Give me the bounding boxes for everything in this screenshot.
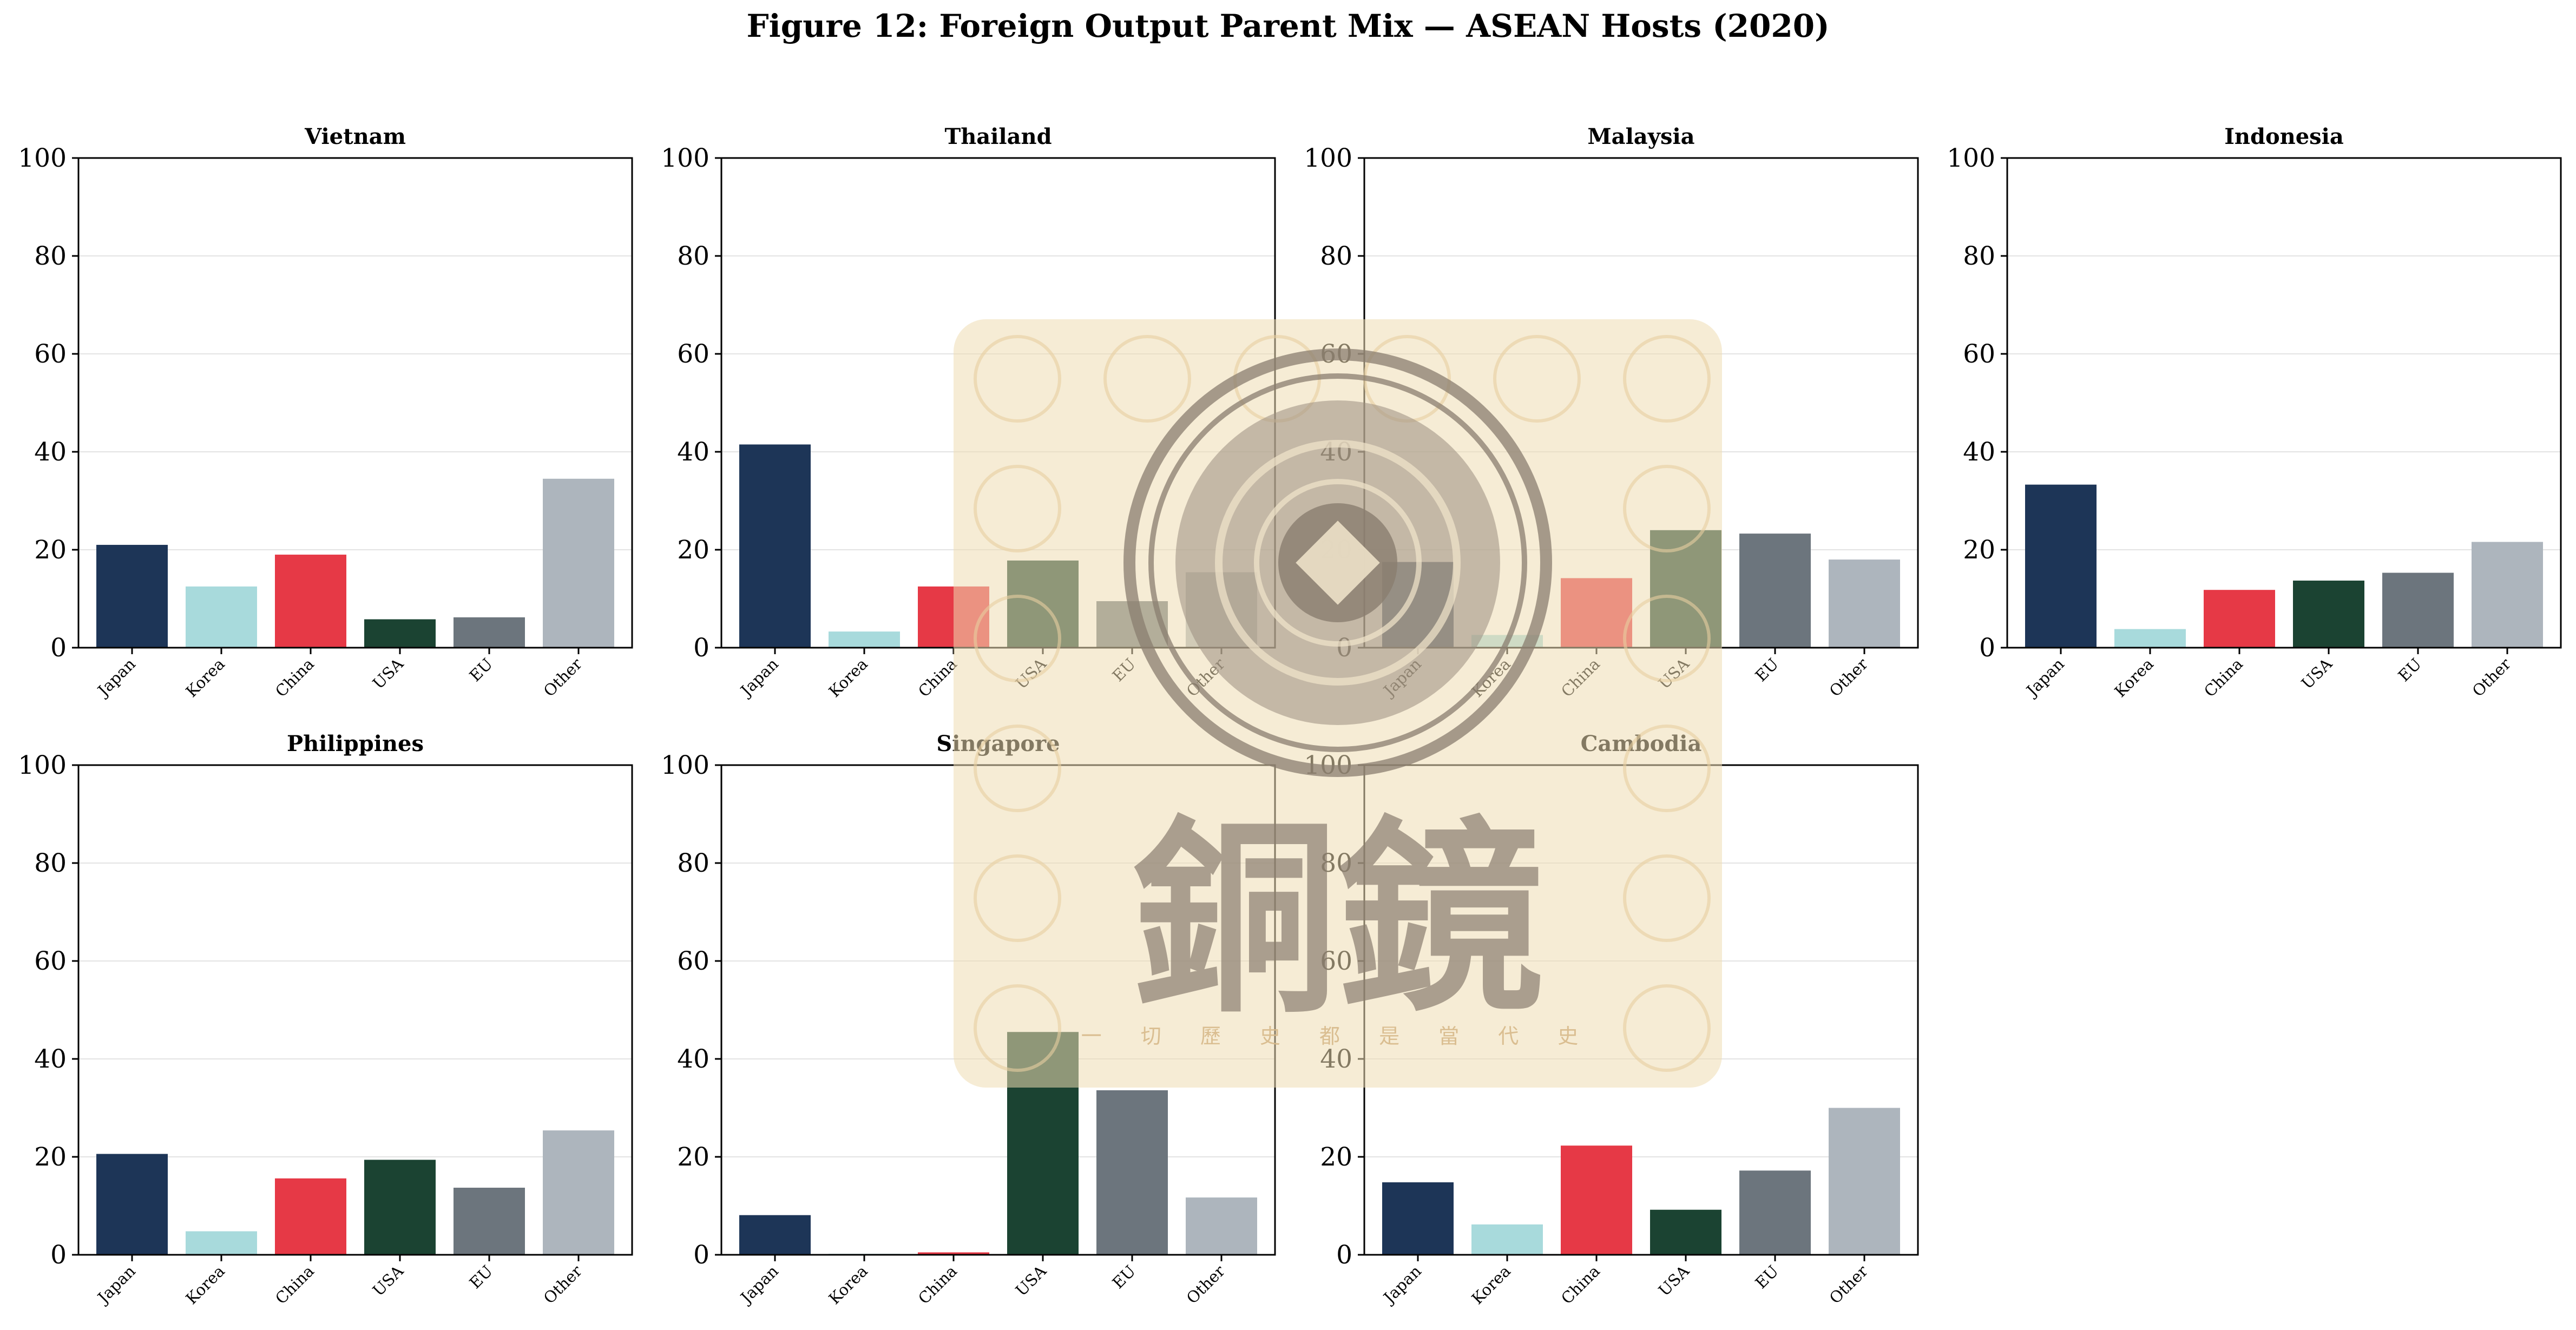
watermark-motto: 一 切 歷 史 都 是 當 代 史 bbox=[1081, 1024, 1595, 1048]
y-tick-label: 80 bbox=[34, 848, 67, 878]
bar-other bbox=[2472, 542, 2543, 648]
y-tick-label: 100 bbox=[1947, 143, 1995, 173]
y-tick-label: 60 bbox=[34, 946, 67, 976]
figure-title: Figure 12: Foreign Output Parent Mix — A… bbox=[746, 8, 1829, 44]
bar-china bbox=[918, 1252, 989, 1255]
y-tick-label: 0 bbox=[1979, 633, 1995, 663]
axes-frame bbox=[2006, 157, 2562, 649]
y-tick-label: 100 bbox=[18, 143, 67, 173]
bar-other bbox=[543, 478, 614, 648]
y-tick-label: 20 bbox=[677, 535, 709, 565]
y-tick-label: 40 bbox=[677, 437, 709, 467]
y-tick-label: 0 bbox=[693, 1240, 709, 1270]
bar-usa bbox=[2293, 581, 2364, 648]
y-tick-label: 100 bbox=[661, 143, 709, 173]
bar-japan bbox=[96, 1154, 168, 1255]
bar-usa bbox=[364, 619, 436, 648]
y-tick-label: 20 bbox=[1320, 1142, 1352, 1172]
y-tick-label: 0 bbox=[50, 633, 67, 663]
bar-eu bbox=[1739, 1170, 1811, 1255]
y-tick-label: 100 bbox=[661, 750, 709, 780]
y-tick-label: 40 bbox=[34, 1044, 67, 1074]
bar-korea bbox=[186, 586, 257, 648]
bar-other bbox=[543, 1130, 614, 1255]
bar-other bbox=[1829, 559, 1900, 648]
bar-china bbox=[2204, 590, 2275, 648]
y-tick-label: 80 bbox=[1320, 241, 1352, 271]
y-tick-label: 20 bbox=[677, 1142, 709, 1172]
bar-eu bbox=[454, 1188, 525, 1255]
bar-korea bbox=[829, 631, 900, 648]
watermark-glyphs: 銅鏡 bbox=[1132, 799, 1543, 1039]
y-tick-label: 80 bbox=[34, 241, 67, 271]
y-tick-label: 60 bbox=[34, 339, 67, 369]
y-tick-label: 100 bbox=[18, 750, 67, 780]
bar-eu bbox=[454, 617, 525, 648]
watermark-coin-pattern bbox=[974, 335, 1711, 1072]
panel-title: Philippines bbox=[287, 731, 424, 756]
bar-korea bbox=[1471, 1224, 1543, 1255]
y-tick-label: 20 bbox=[34, 1142, 67, 1172]
bronze-mirror-seal-icon bbox=[1123, 348, 1552, 777]
bar-other bbox=[1829, 1108, 1900, 1255]
bar-korea bbox=[186, 1231, 257, 1255]
y-tick-label: 0 bbox=[50, 1240, 67, 1270]
bar-japan bbox=[739, 444, 811, 648]
bar-korea bbox=[2114, 629, 2186, 648]
axes-frame bbox=[77, 764, 633, 1256]
panel-title: Thailand bbox=[944, 124, 1052, 149]
y-tick-label: 80 bbox=[677, 241, 709, 271]
bar-china bbox=[275, 555, 346, 648]
bar-japan bbox=[1382, 1182, 1454, 1255]
bar-eu bbox=[1096, 1090, 1168, 1255]
y-tick-label: 80 bbox=[1963, 241, 1995, 271]
y-tick-label: 60 bbox=[677, 339, 709, 369]
y-tick-label: 60 bbox=[677, 946, 709, 976]
panel-title: Indonesia bbox=[2224, 124, 2344, 149]
panel-title: Vietnam bbox=[304, 124, 406, 149]
bar-china bbox=[1561, 1145, 1632, 1255]
y-tick-label: 0 bbox=[1336, 1240, 1352, 1270]
y-tick-label: 100 bbox=[1304, 143, 1352, 173]
bar-usa bbox=[364, 1160, 436, 1255]
y-tick-label: 80 bbox=[677, 848, 709, 878]
bar-japan bbox=[2025, 484, 2097, 648]
bar-eu bbox=[2382, 572, 2454, 648]
y-tick-label: 40 bbox=[677, 1044, 709, 1074]
axes-frame bbox=[77, 157, 633, 649]
y-tick-label: 40 bbox=[1963, 437, 1995, 467]
bar-eu bbox=[1739, 534, 1811, 648]
y-tick-label: 20 bbox=[1963, 535, 1995, 565]
bar-usa bbox=[1650, 1209, 1721, 1255]
bar-china bbox=[275, 1178, 346, 1255]
y-tick-label: 20 bbox=[34, 535, 67, 565]
y-tick-label: 0 bbox=[693, 633, 709, 663]
y-tick-label: 40 bbox=[34, 437, 67, 467]
bar-japan bbox=[96, 544, 168, 648]
watermark: 銅鏡 一 切 歷 史 都 是 當 代 史 bbox=[954, 319, 1722, 1088]
bar-other bbox=[1186, 1197, 1257, 1255]
panel-title: Malaysia bbox=[1587, 124, 1694, 149]
y-tick-label: 60 bbox=[1963, 339, 1995, 369]
bar-japan bbox=[739, 1215, 811, 1255]
